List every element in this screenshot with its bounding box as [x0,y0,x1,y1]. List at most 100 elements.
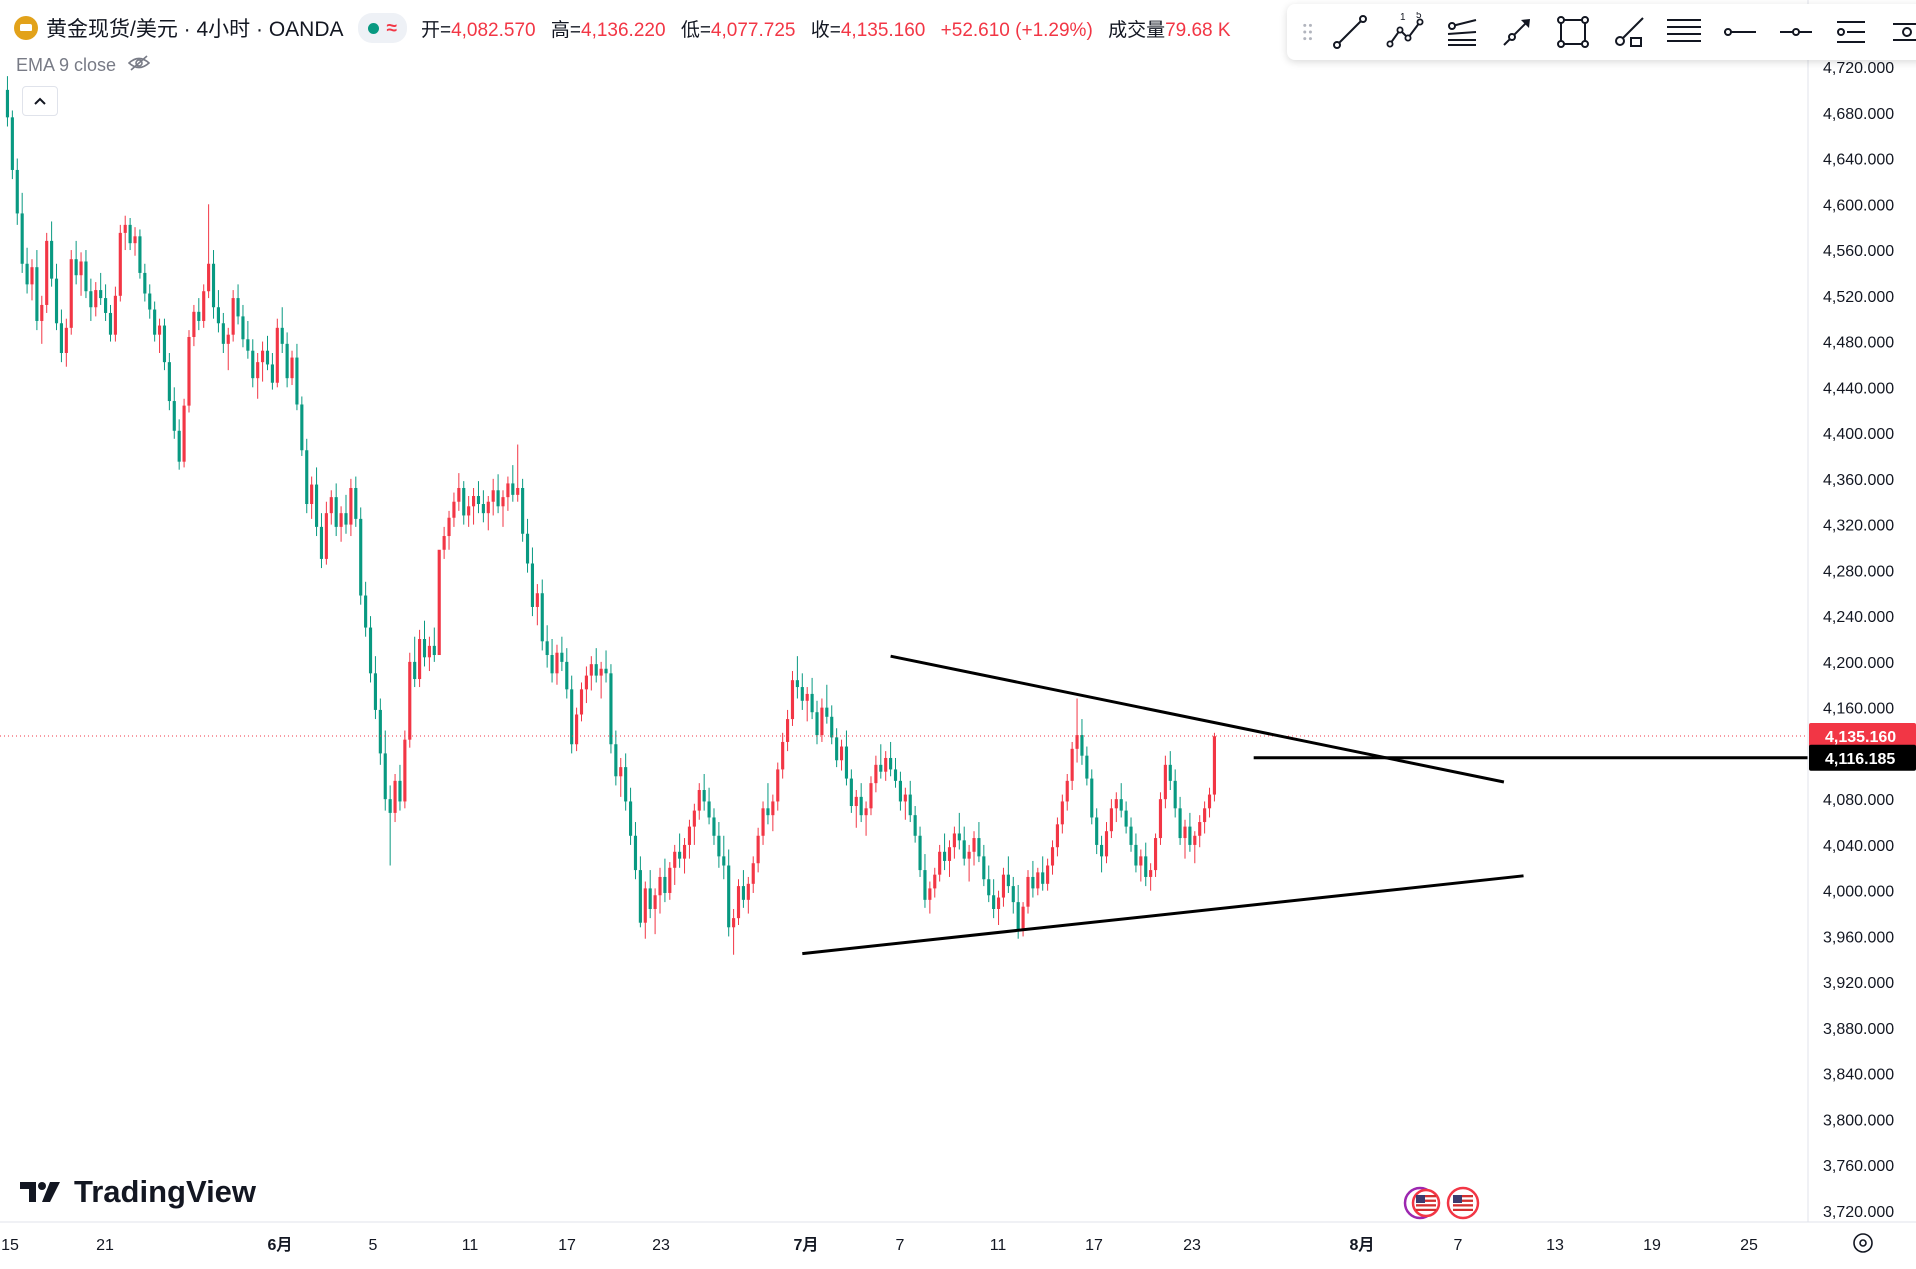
candle [579,682,584,722]
candle [1193,831,1197,864]
candle-body [820,707,824,736]
candle [236,284,240,325]
drag-handle-icon[interactable] [1301,21,1314,43]
collapse-legend-button[interactable] [22,86,58,116]
candle-body [516,487,520,495]
horizontal-line-tool[interactable] [1776,11,1816,53]
market-status-pill[interactable]: ≈ [357,13,407,43]
price-axis[interactable]: 4,720.000 4,680.000 4,640.000 4,600.000 4,56… [1823,60,1894,1221]
horizontal-ray-icon [1724,28,1757,36]
us-event-flag-2-icon[interactable] [1446,1186,1480,1220]
price-tick-label: 4,640.000 [1823,152,1894,169]
candle [839,739,844,771]
tradingview-watermark[interactable]: TradingView [20,1174,256,1210]
candle [1080,719,1084,765]
candle-body [94,290,98,308]
indicator-label[interactable]: EMA 9 close [16,54,117,75]
candle-body [874,764,878,784]
candle-body [1011,886,1015,903]
date-tick-label: 17 [1085,1237,1103,1254]
trendline-upper[interactable] [890,654,1505,784]
candle-body [202,291,206,321]
candle-body [565,661,569,690]
candle-body [1080,735,1084,756]
candle [727,849,731,937]
economic-events[interactable] [1403,1186,1483,1220]
candle-body [928,888,932,900]
fib-channel-tool[interactable] [1442,11,1482,53]
price-tick-label: 3,760.000 [1823,1158,1894,1175]
candle-body [957,833,961,841]
candle [241,304,245,348]
candle [830,705,834,745]
candle [442,526,446,559]
candle-body [943,851,947,861]
candle [89,278,93,321]
price-tick-label: 4,680.000 [1823,106,1894,123]
price-tick-label: 4,080.000 [1823,792,1894,809]
high-label: 高= [550,19,581,41]
candle-body [1203,808,1207,823]
candle-body [153,309,157,335]
candle-body [452,501,456,518]
price-tick-label: 3,920.000 [1823,975,1894,992]
candle-body [1085,755,1089,779]
candle-body [261,350,265,363]
candle [138,229,142,279]
candle-body [795,680,799,688]
candle [992,879,996,919]
candle-body [491,490,495,502]
candle [133,227,137,256]
trend-line-tool[interactable] [1330,11,1370,53]
candle [682,838,687,874]
candle-body [668,867,672,893]
candle-body [1149,870,1153,877]
candle-body [207,263,211,292]
candle-body [486,501,490,514]
candle-body [319,526,324,559]
rectangle-tool[interactable] [1553,11,1593,53]
candle-body [231,298,235,335]
candle [408,652,412,748]
candle-body [908,794,912,816]
candle-body [560,652,564,662]
candle [619,757,623,797]
more-tools-button[interactable] [1887,11,1916,53]
candle-body [187,336,191,406]
horizontal-ray-tool[interactable] [1720,11,1760,53]
candle [1031,860,1035,898]
candle [982,844,986,887]
indicator-legend[interactable]: EMA 9 close [16,52,151,78]
price-tick-label: 3,960.000 [1823,929,1894,946]
trendline-lower[interactable] [802,874,1524,956]
candle-body [393,780,397,813]
candle-body [265,350,270,365]
parallel-channel-tool[interactable] [1665,11,1705,53]
symbol-title[interactable]: 黄金现货/美元 · 4小时 · OANDA [46,18,344,41]
ray-tool[interactable] [1609,11,1649,53]
candle [1139,849,1143,882]
trend-line-icon [1333,15,1368,49]
candle-body [108,312,113,335]
candle-body [830,716,834,738]
tradingview-logo-icon [20,1182,60,1202]
us-event-flag-icon[interactable] [1403,1186,1441,1220]
arrow-line-tool[interactable] [1498,11,1538,53]
time-axis-settings-icon[interactable] [1853,1233,1873,1253]
candle-body [1183,826,1187,839]
candle [290,350,294,386]
candle [368,616,373,683]
eye-off-icon[interactable] [127,54,151,77]
settings-list-tool[interactable] [1832,11,1872,53]
candle-body [378,709,382,754]
date-tick-label: 15 [1,1237,19,1254]
candle-body [977,838,981,857]
candle [908,780,912,823]
candle [540,579,544,651]
candle [918,826,922,877]
candle-body [550,655,554,674]
time-axis[interactable]: 15 21 6月 5 11 17 23 7月 7 11 17 23 8月 7 13 19 25 [1,1236,1758,1254]
candle [614,730,618,786]
